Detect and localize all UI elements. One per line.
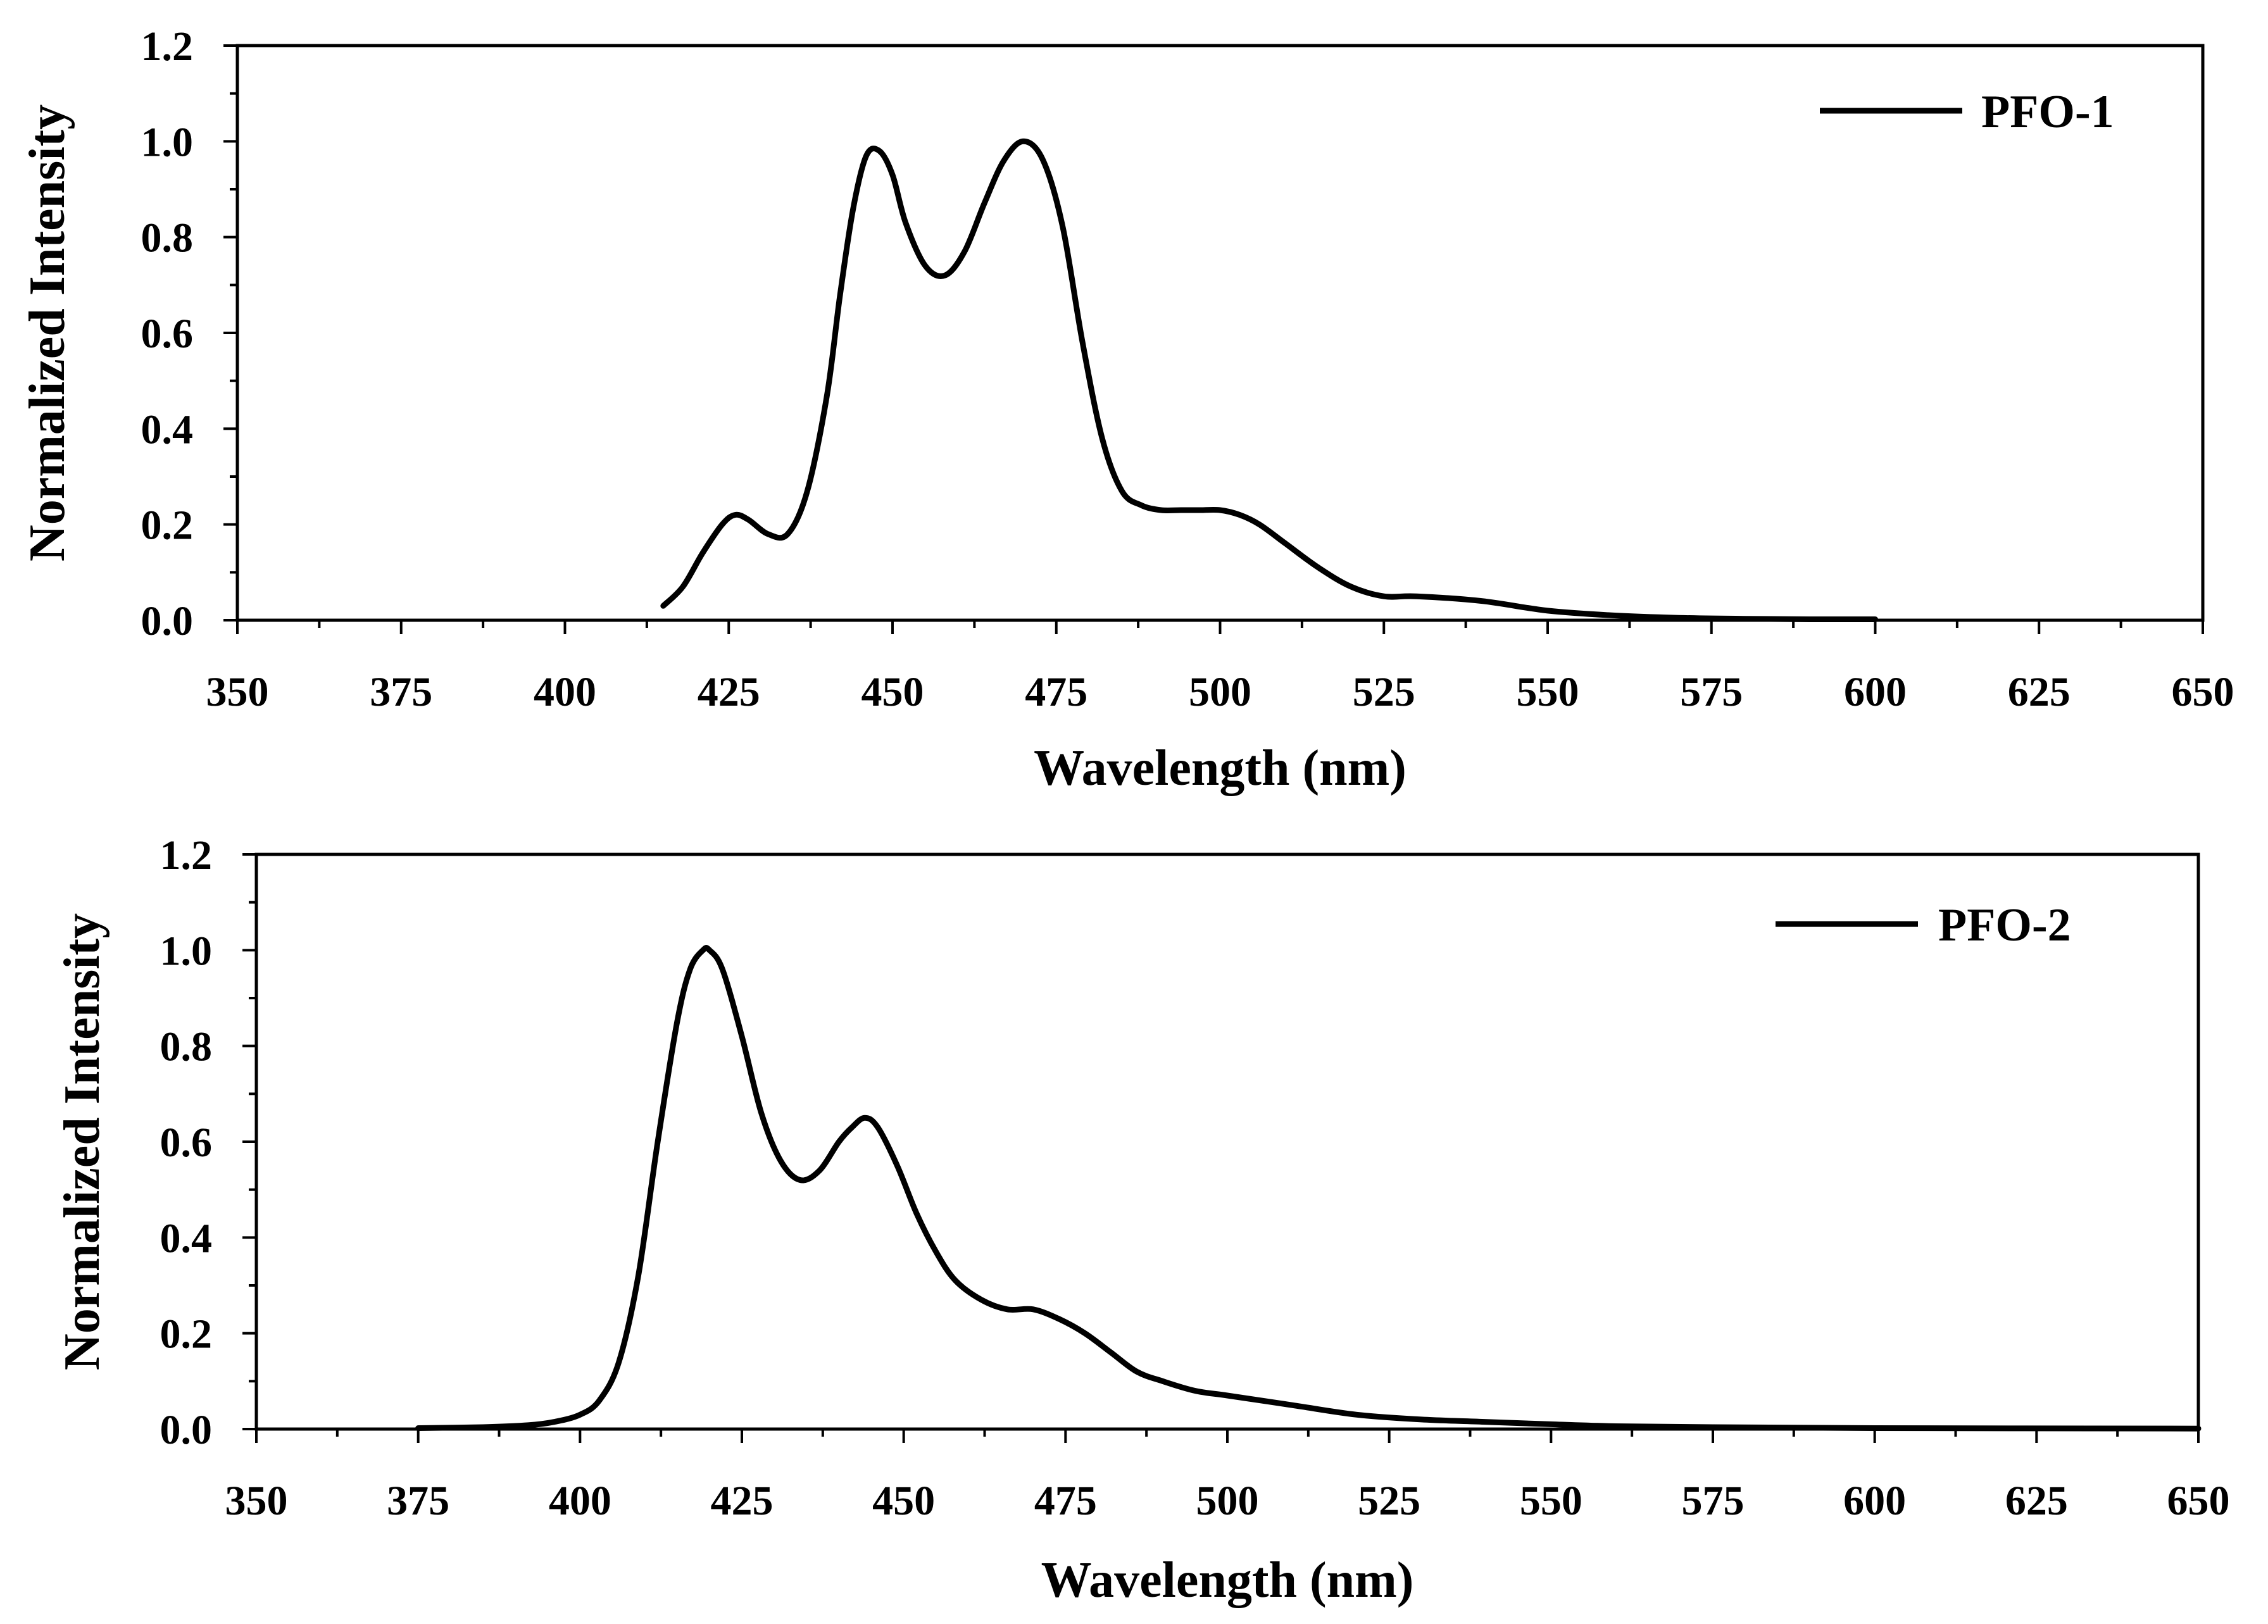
x-tick-label: 375 [387, 1478, 449, 1524]
x-tick-label: 400 [534, 669, 596, 715]
x-axis-label: Wavelength (nm) [1041, 1552, 1414, 1608]
y-axis-label: Normalized Intensity [54, 913, 110, 1370]
y-tick-label: 0.2 [141, 503, 194, 549]
y-tick-label: 0.2 [160, 1311, 213, 1358]
y-tick-label: 0.0 [160, 1407, 213, 1453]
y-tick-label: 1.2 [160, 832, 213, 878]
x-tick-label: 500 [1189, 669, 1251, 715]
y-tick-label: 0.4 [160, 1215, 213, 1261]
y-axis-label: Normalized Intensity [20, 104, 75, 561]
y-tick-label: 1.0 [141, 119, 194, 165]
x-tick-label: 625 [2005, 1478, 2068, 1524]
x-tick-label: 650 [2167, 1478, 2230, 1524]
y-tick-label: 0.6 [141, 311, 194, 357]
plot-frame-pfo-2 [254, 853, 2200, 1431]
x-tick-label: 450 [872, 1478, 935, 1524]
x-tick-label: 650 [2172, 669, 2234, 715]
x-tick-label: 375 [370, 669, 432, 715]
x-tick-label: 500 [1196, 1478, 1259, 1524]
y-tick-label: 0.8 [141, 215, 194, 261]
x-tick-label: 350 [206, 669, 269, 715]
x-axis-label: Wavelength (nm) [1034, 740, 1407, 796]
x-tick-label: 550 [1517, 669, 1579, 715]
x-tick-label: 450 [861, 669, 924, 715]
x-tick-label: 600 [1844, 669, 1907, 715]
y-tick-label: 0.0 [141, 598, 194, 644]
y-tick-label: 0.8 [160, 1024, 213, 1070]
x-tick-label: 600 [1843, 1478, 1906, 1524]
x-tick-label: 475 [1025, 669, 1087, 715]
legend-label-pfo-1: PFO-1 [1981, 86, 2114, 138]
x-tick-label: 350 [225, 1478, 288, 1524]
x-tick-label: 575 [1682, 1478, 1745, 1524]
x-tick-label: 550 [1520, 1478, 1582, 1524]
y-tick-label: 1.0 [160, 928, 213, 974]
x-tick-label: 525 [1353, 669, 1415, 715]
legend-label-pfo-2: PFO-2 [1938, 899, 2071, 951]
x-tick-label: 425 [698, 669, 760, 715]
series-line-pfo-1 [660, 138, 1878, 623]
panel-pfo-1: 350 375 400 425 450 475 500 525 550 575 600 625 650 0… [20, 23, 2234, 796]
x-tick-label: 400 [549, 1478, 611, 1524]
plot-frame-pfo-1 [235, 44, 2205, 622]
y-tick-label: 0.4 [141, 406, 194, 453]
panel-pfo-2: 350 375 400 425 450 475 500 525 550 575 600 625 650 0… [54, 832, 2230, 1608]
x-tick-label: 575 [1680, 669, 1743, 715]
y-tick-label: 1.2 [141, 23, 194, 70]
x-tick-label: 475 [1034, 1478, 1097, 1524]
x-tick-label: 625 [2008, 669, 2071, 715]
series-line-pfo-2 [415, 945, 2202, 1432]
y-tick-label: 0.6 [160, 1120, 213, 1166]
x-tick-label: 425 [711, 1478, 774, 1524]
x-tick-label: 525 [1358, 1478, 1420, 1524]
